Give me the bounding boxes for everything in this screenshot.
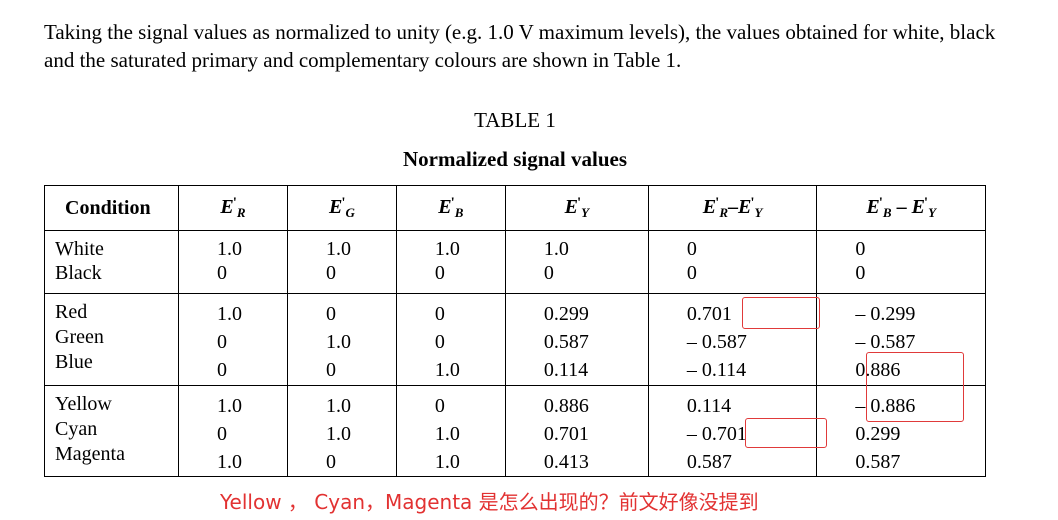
value: – 0.701 (686, 423, 747, 445)
highlight-box-blue-yellow-eby (866, 352, 964, 422)
intro-paragraph: Taking the signal values as normalized t… (44, 20, 996, 72)
condition-cell: Yellow Cyan Magenta (44, 385, 179, 477)
value: 0.587 (543, 331, 589, 353)
value: 1.0 (217, 451, 242, 473)
header-eg: E'G (286, 185, 397, 231)
eg-cell: 1.0 1.0 0 (286, 385, 397, 477)
ey-cell: 1.0 0 (504, 230, 649, 294)
condition-label: Black (55, 262, 102, 284)
value: 0 (217, 262, 227, 284)
value: 0.587 (686, 451, 732, 473)
ey-cell: 0.886 0.701 0.413 (504, 385, 649, 477)
value: – 0.299 (855, 303, 916, 325)
value: 0 (686, 262, 697, 284)
value: 0.114 (686, 395, 732, 417)
header-eb: E'B (395, 185, 506, 231)
value: 0 (325, 262, 336, 284)
condition-label: Blue (55, 351, 93, 373)
value: 0.701 (686, 303, 732, 325)
value: 1.0 (434, 451, 460, 473)
header-er: E'R (178, 185, 288, 231)
highlight-box-red-ery (742, 297, 820, 329)
value: 0 (325, 359, 336, 381)
condition-label: Green (55, 326, 104, 348)
value: 0 (325, 451, 336, 473)
value: 1.0 (325, 423, 351, 445)
condition-cell: White Black (44, 230, 179, 294)
eb-cell: 1.0 0 (395, 230, 506, 294)
value: 0.701 (543, 423, 589, 445)
er-cell: 1.0 0 (178, 230, 288, 294)
condition-label: Red (55, 301, 88, 323)
header-ey: E'Y (504, 185, 649, 231)
value: 1.0 (434, 359, 460, 381)
value: 0.587 (855, 451, 901, 473)
ey-cell: 0.299 0.587 0.114 (504, 293, 649, 386)
value: 0 (434, 262, 445, 284)
value: 0 (434, 331, 445, 353)
er-cell: 1.0 0 0 (178, 293, 288, 386)
value: – 0.114 (686, 359, 747, 381)
value: 1.0 (325, 331, 351, 353)
value: 0 (855, 238, 866, 260)
header-row: Condition E'R E'G E'B E'Y E'R–E'Y E'B – … (44, 185, 986, 231)
condition-label: White (55, 238, 104, 260)
value: 1.0 (434, 238, 460, 260)
value: – 0.587 (686, 331, 747, 353)
value: 0 (217, 331, 227, 353)
value: 0 (434, 303, 445, 325)
er-cell: 1.0 0 1.0 (178, 385, 288, 477)
signal-table: Condition E'R E'G E'B E'Y E'R–E'Y E'B – … (44, 185, 986, 477)
eb-cell: 0 1.0 1.0 (395, 385, 506, 477)
value: 0.413 (543, 451, 589, 473)
value: 1.0 (325, 395, 351, 417)
value: – 0.886 (855, 395, 916, 417)
value: 0 (325, 303, 336, 325)
table-title: Normalized signal values (403, 147, 627, 171)
table-row-primaries: Red Green Blue 1.0 0 0 0 1.0 0 0 0 1.0 0.299 0.… (44, 293, 986, 386)
condition-label: Magenta (55, 443, 125, 465)
value: 1.0 (325, 238, 351, 260)
er-ey-cell: 0.114 – 0.701 0.587 (647, 385, 818, 477)
eg-cell: 0 1.0 0 (286, 293, 397, 386)
value: 0 (543, 262, 554, 284)
header-eb-minus-ey: E'B – E'Y (816, 185, 986, 231)
highlight-box-cyan-ery (745, 418, 827, 448)
condition-label: Cyan (55, 418, 98, 440)
value: 0 (686, 238, 697, 260)
annotation-note: Yellow ， Cyan，Magenta 是怎么出现的？前文好像没提到 (220, 490, 759, 514)
value: 1.0 (217, 303, 242, 325)
value: 1.0 (543, 238, 569, 260)
value: 1.0 (217, 238, 242, 260)
header-er-minus-ey: E'R–E'Y (647, 185, 818, 231)
table-row-complementaries: Yellow Cyan Magenta 1.0 0 1.0 1.0 1.0 0 0 1.0… (44, 385, 986, 477)
value: 1.0 (434, 423, 460, 445)
value: 0 (217, 359, 227, 381)
value: 0 (855, 262, 866, 284)
value: 0 (217, 423, 227, 445)
eb-cell: 0 0 1.0 (395, 293, 506, 386)
value: 0 (434, 395, 445, 417)
value: 0.299 (855, 423, 901, 445)
table-number: TABLE 1 (474, 108, 556, 132)
condition-cell: Red Green Blue (44, 293, 179, 386)
er-ey-cell: 0.701 – 0.587 – 0.114 (647, 293, 818, 386)
condition-label: Yellow (55, 393, 112, 415)
header-condition: Condition (44, 185, 179, 231)
value: 1.0 (217, 395, 242, 417)
value: 0.299 (543, 303, 589, 325)
value: – 0.587 (855, 331, 916, 353)
eg-cell: 1.0 0 (286, 230, 397, 294)
value: 0.886 (543, 395, 589, 417)
value: 0.114 (543, 359, 589, 381)
eb-ey-cell: – 0.886 0.299 0.587 (816, 385, 986, 477)
